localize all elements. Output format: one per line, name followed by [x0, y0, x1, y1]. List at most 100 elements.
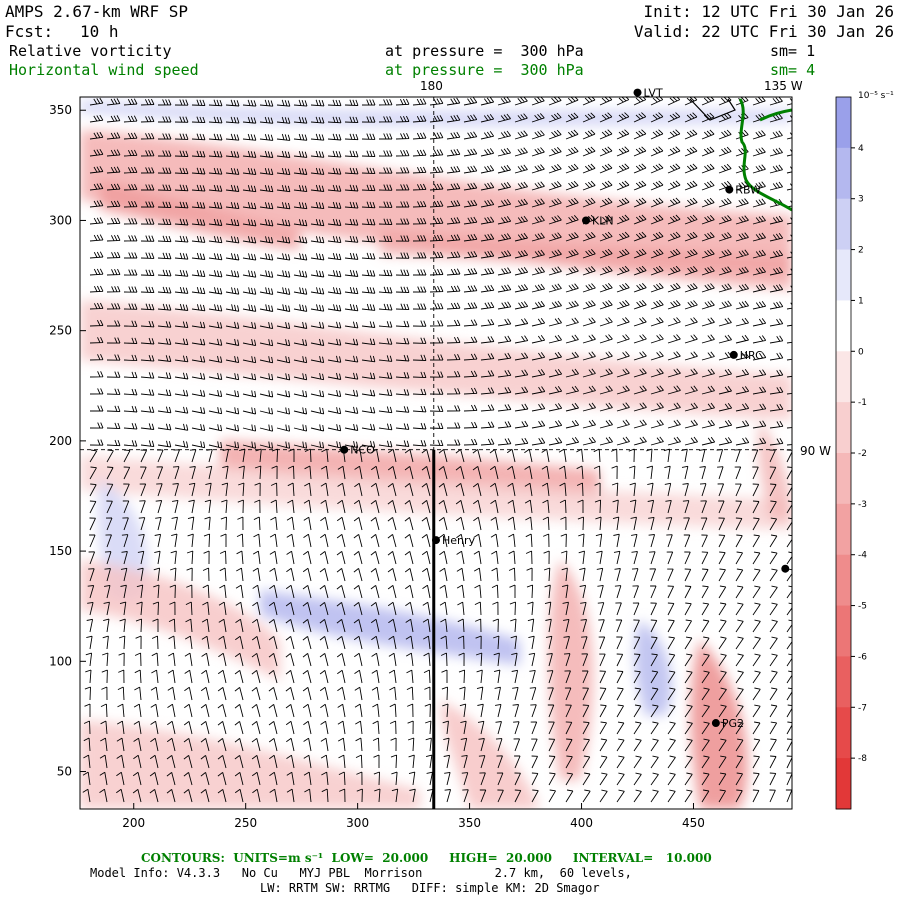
wind-barb: [157, 338, 172, 345]
wind-barb: [184, 669, 193, 684]
wind-barb: [527, 618, 535, 633]
wind-barb: [225, 184, 240, 192]
wind-barb: [106, 303, 121, 310]
wind-barb: [104, 584, 111, 599]
wind-barb: [786, 358, 792, 361]
wind-barb: [667, 419, 681, 429]
wind-barb: [582, 112, 596, 123]
wind-barb: [548, 146, 562, 157]
wind-barb: [157, 372, 172, 380]
wind-barb: [106, 98, 121, 106]
wind-barb: [285, 687, 295, 701]
wind-barb: [353, 635, 363, 650]
wind-barb: [667, 368, 681, 378]
wind-barb: [615, 602, 622, 616]
wind-barb: [155, 516, 162, 531]
wind-barb: [252, 567, 261, 582]
wind-barb: [303, 533, 312, 548]
wind-barb: [338, 771, 346, 786]
wind-barb: [664, 465, 671, 480]
wind-barb: [514, 318, 529, 327]
wind-barb: [701, 385, 715, 395]
wind-barb: [769, 335, 784, 344]
station-marker[interactable]: [725, 185, 734, 194]
wind-barb: [616, 772, 625, 786]
station-marker[interactable]: [432, 536, 440, 545]
wind-barb: [412, 320, 427, 327]
wind-barb: [310, 218, 325, 227]
wind-barb: [480, 267, 495, 276]
wind-barb: [353, 517, 363, 531]
wind-barb: [633, 351, 647, 361]
wind-barb: [439, 601, 448, 616]
wind-barb: [531, 738, 538, 752]
wind-barb: [407, 737, 415, 752]
wind-barb: [650, 419, 664, 429]
station-marker[interactable]: [711, 719, 720, 728]
wind-barb: [667, 670, 676, 684]
wind-barb: [106, 466, 114, 480]
wind-barb: [650, 653, 658, 667]
wind-barb: [259, 167, 274, 176]
wind-barb: [667, 334, 681, 344]
wind-barb: [456, 533, 465, 548]
wind-barb: [84, 686, 91, 701]
wind-barb: [200, 755, 210, 769]
wind-barb: [276, 116, 291, 124]
wind-barb: [123, 269, 138, 276]
wind-barb: [174, 423, 189, 431]
wind-barb: [531, 772, 539, 786]
wind-barb: [524, 465, 533, 480]
wind-barb: [89, 183, 104, 191]
wind-barb: [649, 551, 656, 565]
wind-barb: [344, 372, 359, 380]
wind-barb: [354, 482, 363, 497]
x-tick-label: 450: [682, 816, 705, 830]
y-tick-label: 350: [49, 103, 72, 117]
wind-barb: [344, 441, 359, 449]
wind-barb: [337, 465, 346, 480]
wind-barb: [511, 652, 518, 667]
wind-barb: [701, 602, 710, 616]
wind-barb: [650, 385, 664, 395]
wind-barb: [123, 354, 138, 362]
wind-barb: [361, 286, 376, 294]
wind-barb: [218, 601, 227, 616]
wind-barb: [684, 163, 698, 174]
wind-barb: [310, 424, 325, 432]
wind-barb: [251, 653, 261, 667]
wind-barb: [242, 167, 257, 175]
station-marker[interactable]: [781, 564, 790, 573]
station-marker[interactable]: [340, 445, 349, 454]
wind-barb: [701, 317, 715, 327]
wind-barb: [242, 407, 257, 415]
wind-barb: [683, 534, 691, 548]
station-marker[interactable]: [633, 88, 642, 97]
wind-barb: [786, 619, 792, 633]
wind-barb: [183, 755, 193, 769]
wind-barb: [191, 355, 206, 363]
wind-barb: [89, 354, 104, 361]
wind-barb: [429, 200, 444, 208]
wind-barb: [174, 99, 189, 106]
wind-barb: [242, 321, 257, 329]
wind-barb: [286, 516, 295, 531]
wind-barb: [632, 602, 640, 616]
wind-barb: [633, 721, 642, 735]
wind-barb: [616, 436, 630, 446]
wind-barb: [184, 635, 193, 650]
wind-barb: [565, 385, 579, 395]
wind-barb: [87, 601, 94, 616]
wind-barb: [614, 568, 621, 582]
wind-barb: [412, 337, 427, 344]
wind-barb: [238, 482, 245, 497]
wind-barb: [650, 231, 664, 242]
wind-barb: [102, 652, 109, 667]
station-marker[interactable]: [729, 350, 738, 359]
station-marker[interactable]: [582, 216, 591, 225]
wind-barb: [718, 500, 725, 514]
wind-barb: [598, 636, 606, 650]
wind-barb: [650, 129, 664, 140]
wind-barb: [541, 465, 550, 480]
wind-barb: [354, 686, 363, 701]
